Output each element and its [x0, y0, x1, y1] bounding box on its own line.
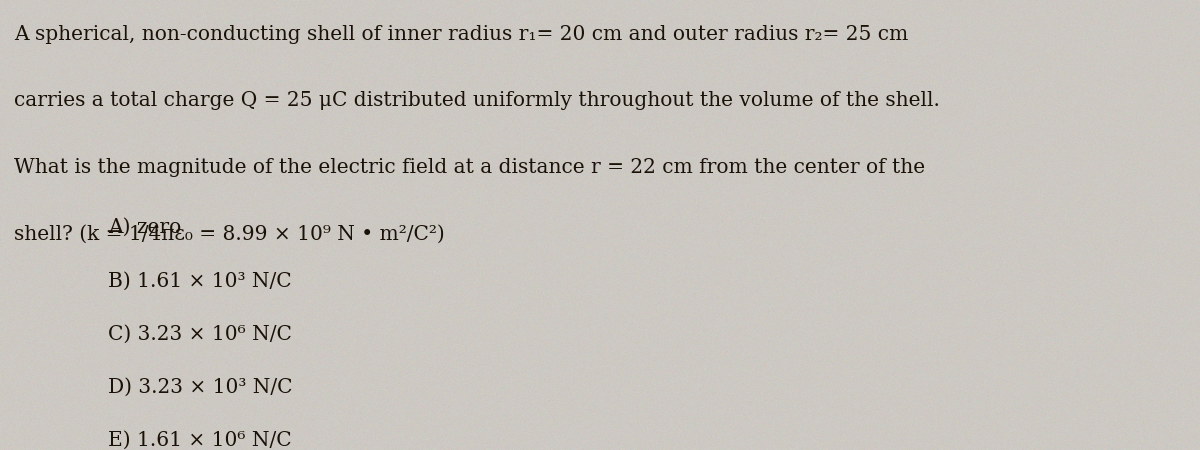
Text: A spherical, non-conducting shell of inner radius r₁= 20 cm and outer radius r₂=: A spherical, non-conducting shell of inn…: [14, 25, 908, 44]
Text: What is the magnitude of the electric field at a distance r = 22 cm from the cen: What is the magnitude of the electric fi…: [14, 158, 925, 177]
Text: B) 1.61 × 10³ N/C: B) 1.61 × 10³ N/C: [108, 271, 292, 290]
Text: E) 1.61 × 10⁶ N/C: E) 1.61 × 10⁶ N/C: [108, 431, 292, 450]
Text: D) 3.23 × 10³ N/C: D) 3.23 × 10³ N/C: [108, 378, 293, 396]
Text: carries a total charge Q = 25 μC distributed uniformly throughout the volume of : carries a total charge Q = 25 μC distrib…: [14, 91, 941, 110]
Text: C) 3.23 × 10⁶ N/C: C) 3.23 × 10⁶ N/C: [108, 324, 292, 343]
Text: shell? (k = 1/4πε₀ = 8.99 × 10⁹ N • m²/C²): shell? (k = 1/4πε₀ = 8.99 × 10⁹ N • m²/C…: [14, 225, 445, 243]
Text: A) zero: A) zero: [108, 218, 181, 237]
